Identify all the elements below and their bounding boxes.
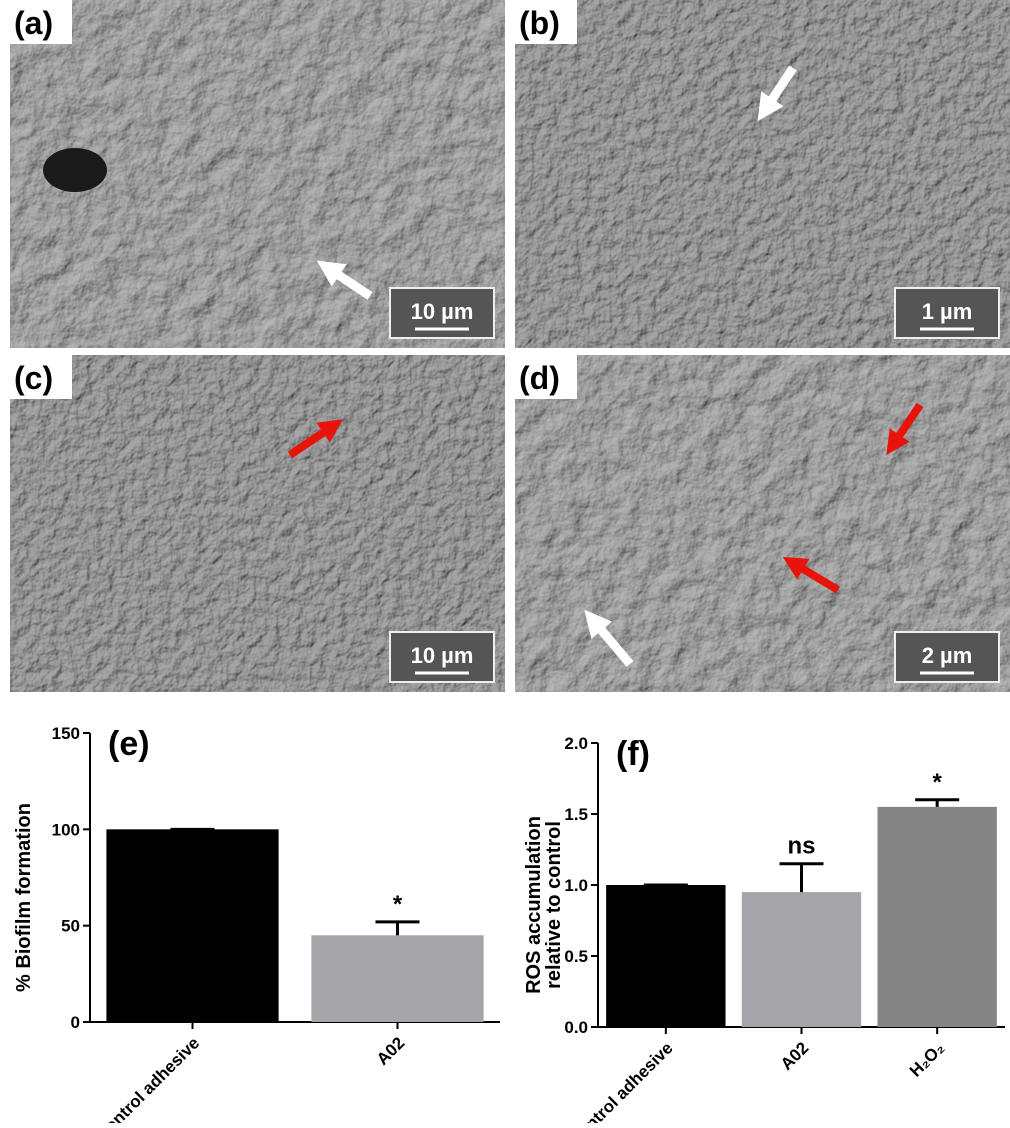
y-tick-label: 2.0 (564, 734, 588, 753)
y-tick-label: 100 (52, 820, 80, 839)
x-tick-label: Control adhesive (92, 1033, 203, 1123)
scale-bar-label: 10 µm (411, 299, 474, 324)
scale-bar-label: 1 µm (922, 299, 973, 324)
scale-bar-label: 2 µm (922, 643, 973, 668)
bar (606, 885, 725, 1027)
bar (742, 892, 861, 1027)
pore (43, 148, 107, 192)
y-tick-label: 0 (71, 1013, 80, 1032)
bar (877, 807, 996, 1027)
y-axis-label: % Biofilm formation (13, 803, 35, 992)
panel-label: (f) (616, 735, 650, 773)
significance-label: ns (787, 833, 815, 860)
x-tick-label: A02 (373, 1033, 408, 1068)
significance-label: * (932, 769, 942, 796)
y-axis-label: relative to control (543, 821, 565, 989)
y-axis-label: ROS accumulation (523, 816, 545, 994)
panel-label: (e) (108, 725, 150, 763)
y-tick-label: 0.5 (564, 947, 588, 966)
sem-images (10, 0, 1010, 692)
panel-label: (d) (519, 360, 560, 396)
panel-label: (b) (519, 5, 560, 41)
y-tick-label: 1.5 (564, 805, 588, 824)
panel-label: (a) (14, 5, 53, 41)
bar (311, 935, 483, 1022)
y-tick-label: 0.0 (564, 1018, 588, 1037)
x-tick-label: H₂O₂ (906, 1038, 948, 1080)
scale-bar-label: 10 µm (411, 643, 474, 668)
significance-label: * (393, 891, 403, 918)
y-tick-label: 1.0 (564, 876, 588, 895)
x-tick-label: A02 (777, 1038, 812, 1073)
figure: (a) 10 µm (b) 1 µm (c) 10 µm (d) 2 µm 0 50 100 150%… (0, 0, 1010, 1123)
y-tick-label: 50 (61, 917, 80, 936)
x-tick-label: Control adhesive (566, 1038, 677, 1123)
panel-label: (c) (14, 360, 53, 396)
bar (106, 829, 278, 1022)
y-tick-label: 150 (52, 724, 80, 743)
